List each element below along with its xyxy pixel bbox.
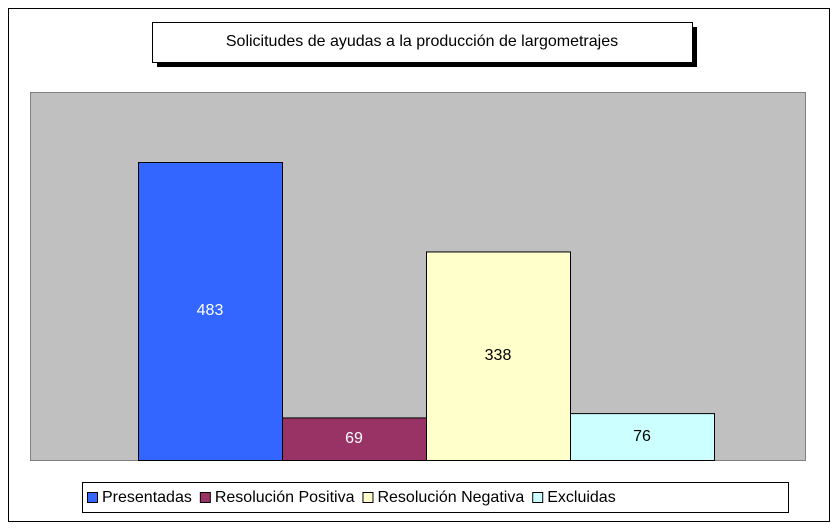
data-label: 483 bbox=[197, 302, 224, 319]
title-box bbox=[152, 22, 693, 63]
data-label: 76 bbox=[633, 428, 651, 445]
legend-label: Presentadas bbox=[102, 489, 192, 506]
legend-label: Resolución Positiva bbox=[215, 489, 355, 506]
data-label: 338 bbox=[485, 347, 512, 364]
legend-label: Resolución Negativa bbox=[377, 489, 524, 506]
legend-swatch bbox=[199, 492, 211, 503]
legend-swatch bbox=[532, 492, 544, 503]
bar bbox=[282, 417, 427, 461]
bar bbox=[138, 162, 283, 461]
bar bbox=[570, 413, 715, 462]
data-label: 69 bbox=[345, 430, 363, 447]
legend-swatch bbox=[362, 492, 374, 503]
legend-swatch bbox=[87, 492, 98, 503]
chart-title: Solicitudes de ayudas a la producción de… bbox=[226, 33, 618, 50]
legend-label: Excluidas bbox=[547, 489, 615, 506]
bar bbox=[426, 251, 571, 461]
